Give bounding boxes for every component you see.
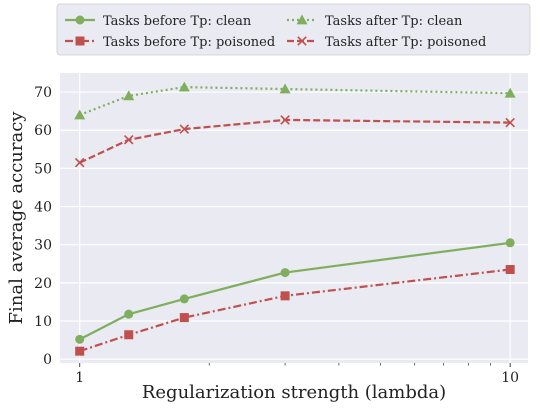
data-point — [505, 265, 515, 275]
data-point — [124, 309, 134, 319]
series-line — [79, 268, 511, 353]
data-point — [504, 87, 516, 98]
y-tick-label: 20 — [34, 276, 52, 292]
y-tick-label: 70 — [34, 85, 52, 101]
gridlines — [60, 73, 528, 363]
legend-marker — [296, 14, 308, 25]
data-point — [505, 117, 515, 128]
data-point — [179, 124, 190, 134]
y-axis-ticks: 0 10 20 30 40 50 60 70 — [34, 85, 52, 368]
series-0 — [75, 238, 515, 344]
legend-label: Tasks before Tp: clean — [103, 14, 252, 29]
legend-item: Tasks after Tp: poisoned — [287, 35, 486, 50]
data-point — [280, 115, 290, 125]
legend-marker — [75, 36, 85, 46]
data-point — [123, 90, 135, 101]
legend-item: Tasks before Tp: poisoned — [65, 35, 275, 50]
legend-item: Tasks before Tp: clean — [65, 14, 252, 29]
legend-item: Tasks after Tp: clean — [287, 14, 463, 29]
series-2 — [75, 265, 515, 356]
legend-marker — [75, 15, 85, 25]
y-tick-label: 10 — [34, 314, 52, 330]
data-point — [74, 157, 85, 168]
legend-marker — [297, 36, 307, 46]
series-line — [79, 86, 511, 116]
data-point — [75, 334, 85, 344]
series-3 — [74, 115, 515, 168]
legend-box — [56, 3, 531, 56]
data-point — [75, 346, 85, 356]
x-axis-label: Regularization strength (lambda) — [142, 382, 446, 403]
data-point — [179, 313, 189, 323]
data-point — [280, 291, 290, 301]
y-tick-label: 60 — [34, 123, 52, 139]
data-point — [179, 294, 189, 304]
x-tick-label: 10 — [501, 370, 519, 386]
series-1 — [74, 81, 516, 120]
legend-label: Tasks after Tp: poisoned — [325, 35, 486, 50]
data-point — [123, 135, 134, 145]
data-point — [178, 81, 190, 92]
data-point — [505, 238, 515, 248]
x-axis-ticks: 1 10 — [75, 363, 519, 386]
legend-label: Tasks before Tp: poisoned — [103, 35, 275, 50]
data-point — [279, 83, 291, 94]
legend: Tasks before Tp: clean Tasks before Tp: p… — [56, 3, 531, 56]
y-tick-label: 50 — [34, 161, 52, 177]
y-tick-label: 0 — [43, 352, 52, 368]
plot-area — [60, 73, 528, 363]
y-tick-label: 40 — [34, 200, 52, 216]
data-point — [280, 268, 290, 278]
y-axis-label: Final average accuracy — [6, 111, 27, 325]
x-tick-label: 1 — [75, 370, 84, 386]
series-layer — [74, 81, 516, 356]
data-point — [74, 109, 86, 120]
data-point — [124, 330, 134, 340]
legend-label: Tasks after Tp: clean — [325, 14, 463, 29]
y-tick-label: 30 — [34, 238, 52, 254]
